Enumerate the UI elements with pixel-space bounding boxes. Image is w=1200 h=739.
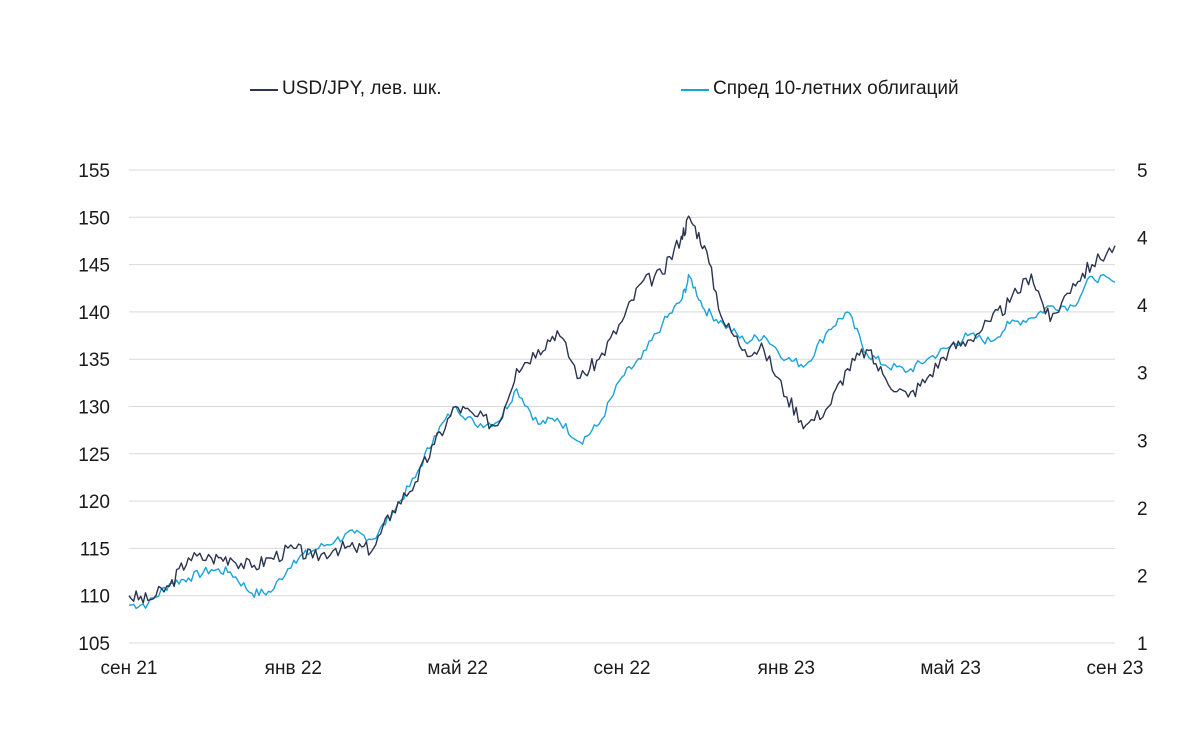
x-tick-label: май 23 [920, 658, 981, 679]
y-left-tick-label: 155 [78, 161, 110, 182]
series-line-usdjpy [128, 215, 1116, 604]
y-left-tick-label: 150 [78, 208, 110, 229]
series-line-spread [128, 274, 1116, 610]
y-right-tick-label: 4 [1137, 229, 1148, 250]
y-left-tick-label: 120 [78, 492, 110, 513]
y-left-tick-label: 135 [78, 350, 110, 371]
y-right-tick-label: 3 [1137, 431, 1148, 452]
y-left-tick-label: 110 [80, 587, 110, 608]
legend-item-spread: Спред 10-летних облигаций [681, 78, 959, 100]
y-left-tick-label: 140 [78, 303, 110, 324]
x-tick-label: сен 21 [101, 658, 158, 679]
legend-swatch-spread [681, 89, 709, 91]
legend-label-usdjpy: USD/JPY, лев. шк. [282, 78, 442, 99]
legend-item-usdjpy: USD/JPY, лев. шк. [250, 78, 442, 100]
y-left-tick-label: 115 [80, 539, 110, 560]
y-left-tick-label: 105 [78, 634, 110, 655]
y-right-tick-label: 2 [1137, 566, 1148, 587]
y-right-tick-label: 5 [1137, 161, 1148, 182]
x-tick-label: янв 23 [758, 658, 815, 679]
y-left-tick-label: 125 [78, 445, 110, 466]
y-left-tick-label: 130 [78, 398, 110, 419]
legend-swatch-usdjpy [250, 89, 278, 91]
x-tick-label: сен 23 [1087, 658, 1144, 679]
x-tick-label: май 22 [427, 658, 488, 679]
y-right-tick-label: 3 [1137, 364, 1148, 385]
y-left-tick-label: 145 [78, 256, 110, 277]
x-tick-label: янв 22 [265, 658, 322, 679]
x-tick-label: сен 22 [594, 658, 651, 679]
y-right-tick-label: 2 [1137, 499, 1148, 520]
legend-label-spread: Спред 10-летних облигаций [713, 78, 959, 99]
y-right-tick-label: 1 [1137, 634, 1148, 655]
y-right-tick-label: 4 [1137, 296, 1148, 317]
